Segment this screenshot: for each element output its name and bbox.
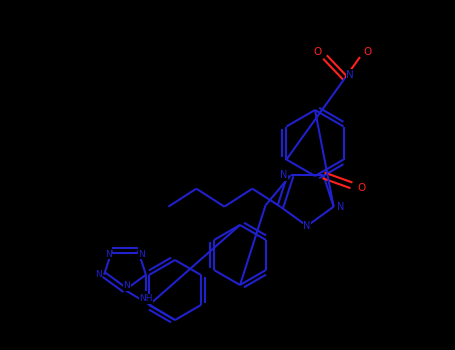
Text: N: N [280,170,287,180]
Text: N: N [139,250,145,259]
Text: O: O [364,47,372,57]
Text: N: N [124,281,131,290]
Text: N: N [95,270,101,279]
Text: O: O [357,183,365,193]
Text: N: N [346,70,354,80]
Text: N: N [105,250,111,259]
Text: N: N [303,221,311,231]
Text: O: O [313,47,321,57]
Text: NH: NH [139,294,153,303]
Text: N: N [337,202,344,212]
